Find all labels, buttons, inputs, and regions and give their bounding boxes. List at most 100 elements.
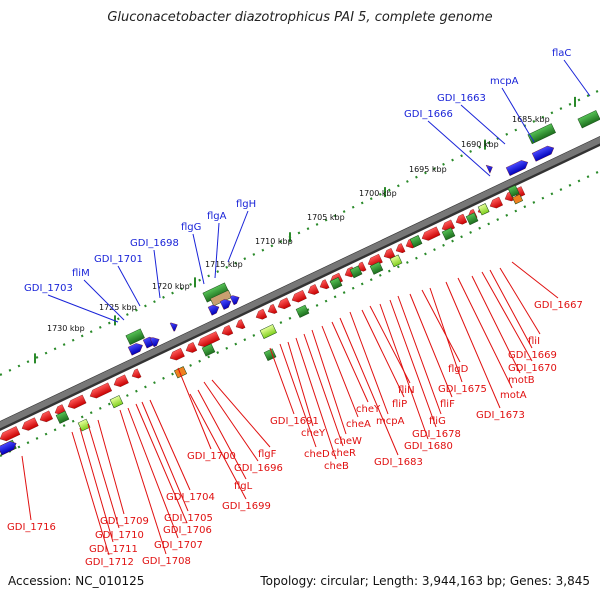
leader-cheD: [279, 343, 317, 448]
cds-bar-rect: [173, 366, 188, 379]
page-title: Gluconacetobacter diazotrophicus PAI 5, …: [107, 10, 493, 25]
cds-bar: [173, 366, 188, 379]
gene-arrow-shape: [455, 213, 468, 225]
reverse-gene: [455, 213, 468, 225]
leader-GDI_1708: [119, 409, 167, 555]
gene-arrow-shape: [531, 145, 555, 162]
reverse-gene: [255, 308, 268, 320]
gene-label-fliF: fliF: [440, 399, 455, 410]
cds-bar: [512, 193, 524, 205]
leader-GDI_1712: [71, 431, 110, 556]
gene-arrow-shape: [267, 304, 278, 314]
leader-motA: [457, 277, 513, 389]
leader-GDI_1666: [427, 120, 491, 177]
gene-label-cheW: cheW: [334, 436, 362, 447]
gene-arrow-shape: [489, 196, 503, 209]
leader-GDI_1678: [389, 299, 437, 428]
leader-flgF: [211, 379, 271, 448]
scale-label-kbp1720: 1720 kbp: [152, 282, 190, 291]
gene-label-cheY2: cheY: [301, 428, 326, 439]
cds-bar-rect: [329, 277, 343, 290]
cds-bar: [295, 304, 310, 318]
gene-label-GDI_1710: GDI_1710: [95, 530, 144, 541]
accession-text: Accession: NC_010125: [8, 574, 145, 588]
gene-label-GDI_1700: GDI_1700: [187, 451, 236, 462]
gene-label-fliN: fliN: [398, 385, 415, 396]
leader-flgH: [227, 210, 249, 263]
gene-label-mcpA: mcpA: [490, 76, 519, 87]
gene-label-motA: motA: [500, 390, 527, 401]
leader-flgA: [214, 222, 220, 279]
leader-GDI_1696: [203, 381, 259, 462]
gene-label-GDI_1701: GDI_1701: [94, 254, 143, 265]
gene-arrow-shape: [219, 299, 232, 310]
leader-GDI_1707: [127, 407, 179, 539]
gene-label-GDI_1667: GDI_1667: [534, 300, 583, 311]
scale-track-outer: [0, 89, 600, 376]
gene-arrow-shape: [207, 304, 220, 316]
scale-label-kbp1690: 1690 kbp: [461, 140, 499, 149]
gene-arrow-shape: [185, 342, 198, 353]
leader-fliN: [369, 305, 411, 384]
gene-label-GDI_1706: GDI_1706: [163, 525, 212, 536]
reverse-gene: [221, 324, 234, 336]
leader-GDI_1701: [117, 265, 141, 307]
cds-bar-rect: [125, 328, 145, 346]
cds-bar-rect: [295, 304, 310, 318]
cds-bar-rect: [389, 254, 403, 268]
scale-label-kbp1705: 1705 kbp: [307, 213, 345, 222]
cds-bar: [77, 418, 91, 432]
leader-GDI_1669: [489, 269, 533, 349]
gene-label-cheB: cheB: [324, 461, 349, 472]
gene-label-cheR: cheR: [331, 448, 356, 459]
gene-arrow-shape: [197, 331, 221, 348]
reverse-gene: [89, 382, 113, 399]
forward-gene: [0, 441, 17, 456]
reverse-gene: [319, 279, 330, 290]
scale-label-kbp1700: 1700 kbp: [359, 189, 397, 198]
leader-GDI_1667: [511, 261, 559, 299]
leader-cheY2: [287, 341, 314, 427]
reverse-gene: [67, 394, 87, 409]
gene-label-fliG: fliG: [429, 416, 446, 427]
gene-label-fliP: fliP: [392, 399, 407, 410]
gene-label-GDI_1680: GDI_1680: [404, 441, 453, 452]
leader-GDI_1673: [445, 281, 501, 409]
cds-bar: [441, 227, 456, 241]
gene-label-fliI: fliI: [528, 336, 540, 347]
gene-label-GDI_1691: GDI_1691: [270, 416, 319, 427]
cds-bar-rect: [441, 227, 456, 241]
forward-gene: [169, 322, 178, 332]
cds-bar: [527, 123, 556, 145]
leader-GDI_1709: [97, 419, 125, 515]
cds-bar-rect: [512, 193, 524, 205]
leader-GDI_1698: [153, 249, 161, 299]
leader-mcpA2: [349, 311, 389, 415]
leader-GDI_1670: [481, 271, 533, 362]
leader-cheB: [295, 337, 337, 460]
forward-gene: [219, 299, 232, 310]
cds-bar: [389, 254, 403, 268]
gene-label-motB: motB: [508, 375, 535, 386]
gene-label-GDI_1678: GDI_1678: [412, 429, 461, 440]
gene-arrow-shape: [229, 295, 240, 306]
gene-label-flgG: flgG: [181, 222, 201, 233]
leader-fliF: [409, 293, 453, 398]
scale-label-kbp1725: 1725 kbp: [99, 303, 137, 312]
leader-cheW: [311, 329, 347, 435]
gene-arrow-shape: [67, 394, 87, 409]
leader-GDI_1711: [79, 427, 114, 543]
cds-bar: [259, 324, 277, 339]
leader-motB: [471, 275, 521, 374]
reverse-gene: [169, 347, 185, 361]
cds-bar-rect: [369, 261, 384, 275]
cds-bar: [507, 184, 520, 198]
gene-label-GDI_1673: GDI_1673: [476, 410, 525, 421]
scale-label-kbp1715: 1715 kbp: [205, 260, 243, 269]
leader-flgD: [421, 289, 461, 363]
cds-bar: [477, 203, 490, 216]
leader-GDI_1699: [189, 393, 247, 500]
cds-bar-rect: [465, 212, 479, 226]
leader-mcpA: [501, 87, 535, 143]
cds-bar: [369, 261, 384, 275]
